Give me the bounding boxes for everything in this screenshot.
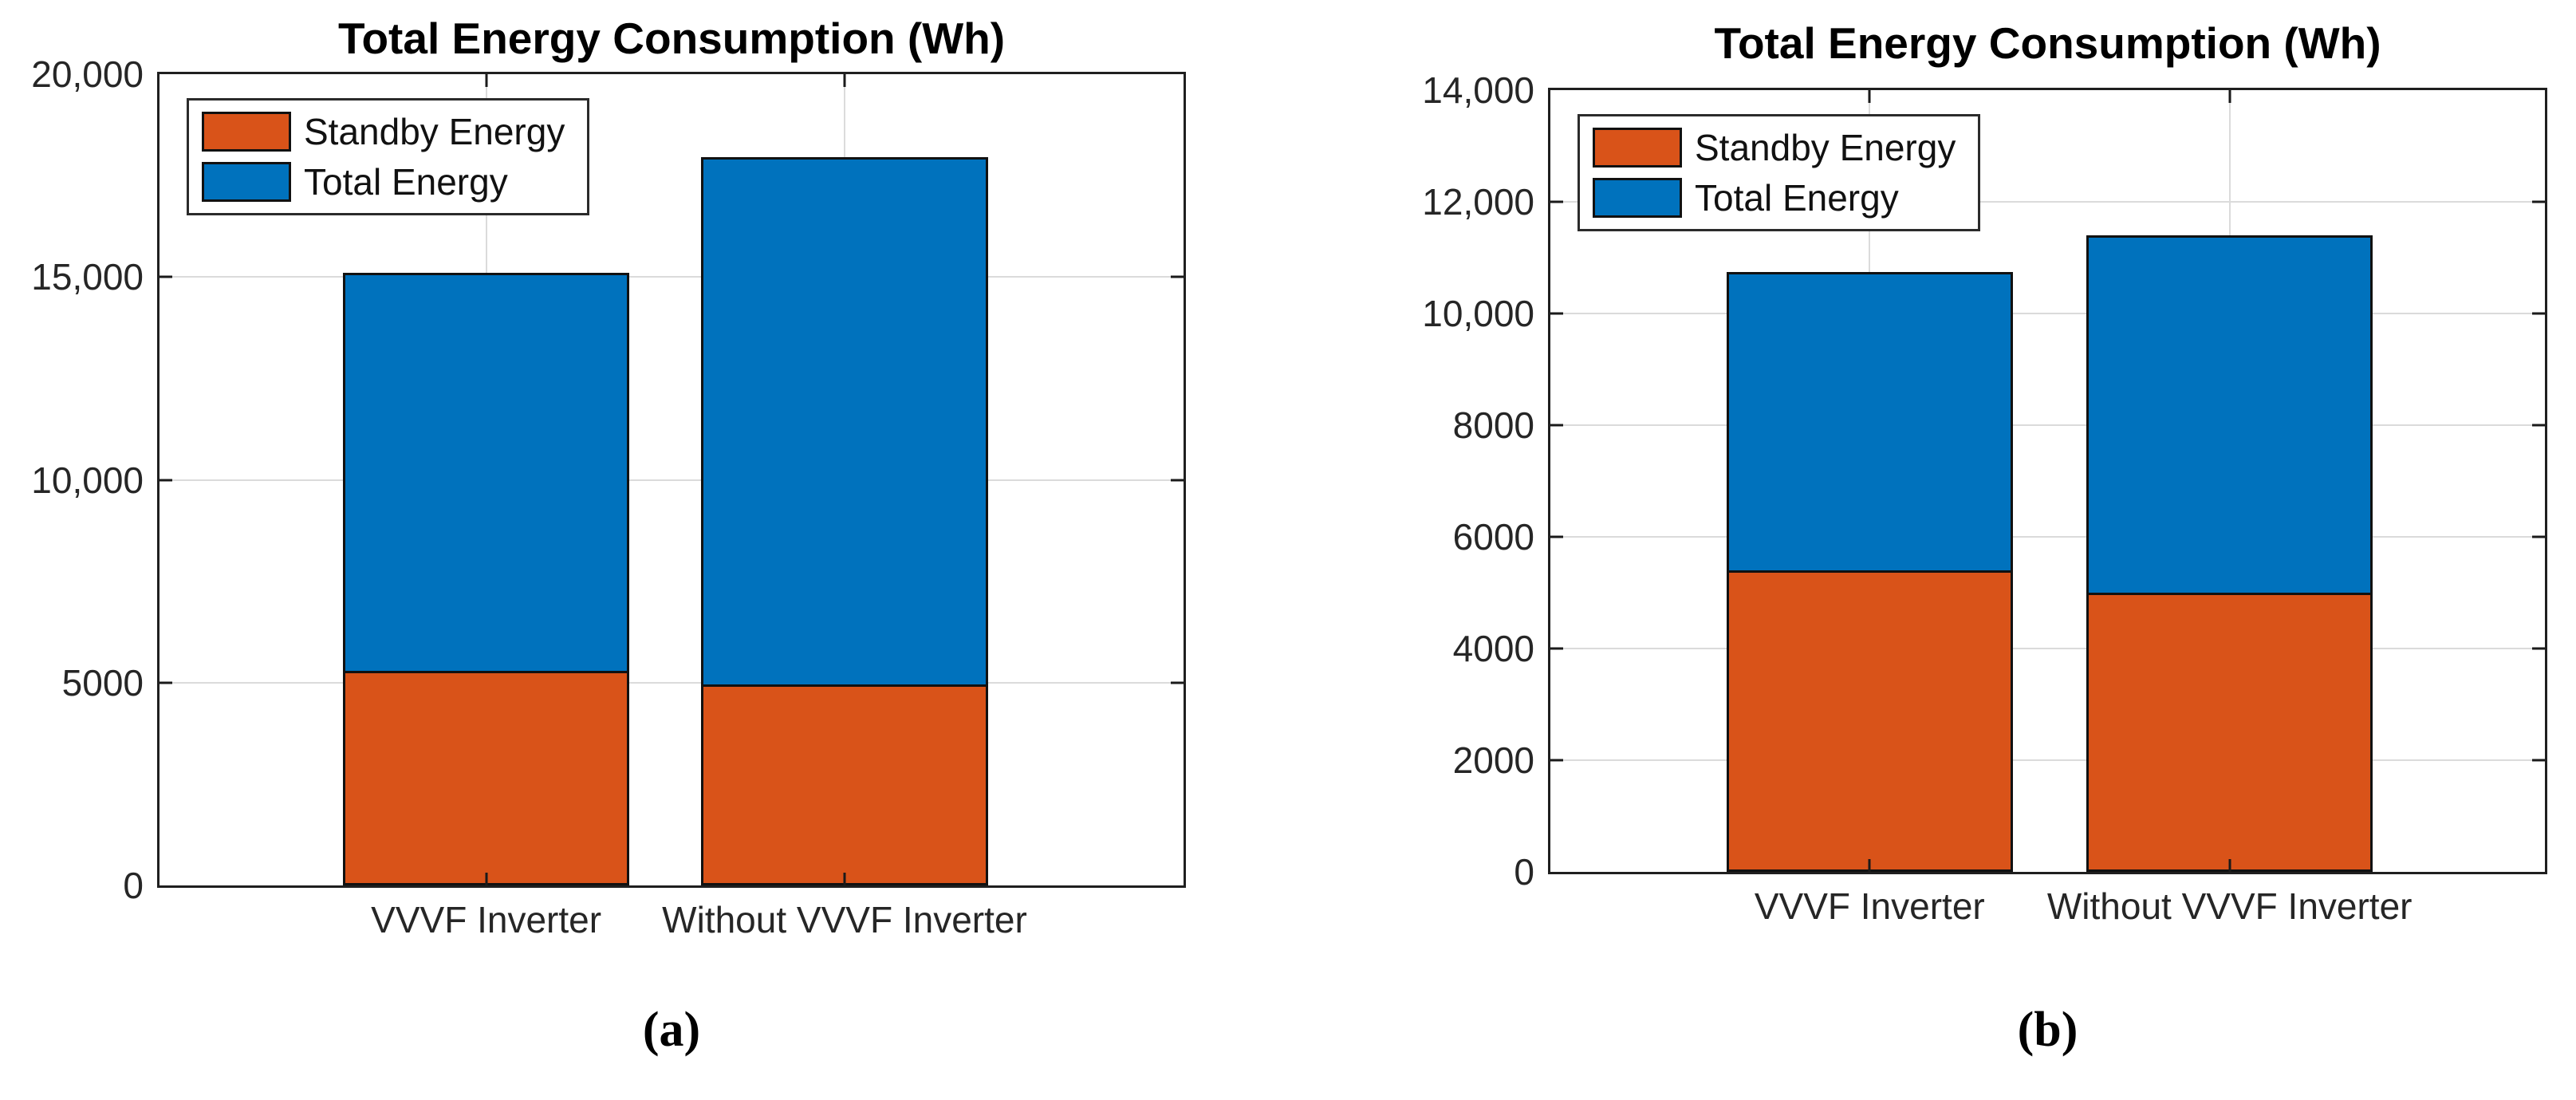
y-axis-tick-mark [1550, 200, 1563, 203]
x-axis-tick-mark [1868, 859, 1871, 872]
y-axis-tick-mark [1550, 535, 1563, 538]
horizontal-gridline [1550, 536, 2545, 538]
y-axis-tick-label: 5000 [61, 661, 144, 704]
x-axis-tick-mark [485, 873, 488, 885]
y-axis-tick-mark [2532, 759, 2545, 762]
y-axis-tick-label: 12,000 [1422, 181, 1534, 223]
y-axis-tick-label: 4000 [1452, 628, 1534, 669]
y-axis-tick-mark [160, 681, 172, 684]
bar-segment-total-energy [701, 157, 988, 685]
legend-color-swatch [1593, 128, 1682, 168]
horizontal-gridline [1550, 759, 2545, 762]
legend-item: Standby Energy [202, 112, 565, 152]
y-axis-tick-mark [1171, 479, 1184, 481]
y-axis-tick-mark [1550, 312, 1563, 315]
y-axis-tick-mark [2532, 535, 2545, 538]
legend-item: Total Energy [202, 160, 565, 203]
x-axis-category-label: VVVF Inverter [1754, 885, 1985, 927]
legend-item-label: Total Energy [1695, 176, 1899, 219]
y-axis-tick-mark [1171, 275, 1184, 278]
chart-b-title: Total Energy Consumption (Wh) [1714, 18, 2381, 68]
y-axis-tick-mark [1550, 759, 1563, 762]
legend: Standby Energy Total Energy [1578, 114, 1981, 232]
y-axis-tick-label: 6000 [1452, 516, 1534, 558]
x-axis-tick-mark [843, 873, 846, 885]
bar-segment-total-energy [1726, 271, 2013, 570]
chart-a-title: Total Energy Consumption (Wh) [337, 14, 1006, 63]
y-axis-tick-label: 10,000 [1422, 293, 1534, 334]
bar-segment-standby-energy [342, 670, 630, 885]
y-axis-tick-mark [1171, 681, 1184, 684]
horizontal-gridline [160, 681, 1184, 684]
legend-item-label: Total Energy [304, 160, 508, 203]
x-axis-tick-mark [2228, 859, 2231, 872]
x-axis-tick-mark [843, 74, 846, 87]
x-axis-tick-mark [1868, 90, 1871, 103]
y-axis-tick-mark [1550, 424, 1563, 427]
legend-item-label: Standby Energy [304, 111, 565, 152]
x-axis-category-label: Without VVVF Inverter [662, 899, 1027, 940]
bar-vvvf-inverter [1726, 271, 2013, 872]
horizontal-gridline [1550, 648, 2545, 650]
y-axis-tick-mark [2532, 647, 2545, 650]
bar-without-vvvf-inverter [701, 157, 988, 885]
horizontal-gridline [160, 276, 1184, 278]
chart-a-caption: (a) [642, 1003, 701, 1057]
horizontal-gridline [1550, 201, 2545, 203]
y-axis-tick-label: 14,000 [1422, 69, 1534, 111]
legend-item: Total Energy [1593, 176, 1956, 219]
bar-segment-total-energy [2086, 235, 2373, 593]
legend-color-swatch [202, 161, 291, 202]
bar-vvvf-inverter [342, 273, 630, 885]
legend-color-swatch [1593, 177, 1682, 218]
x-axis-category-label: VVVF Inverter [371, 899, 602, 940]
chart-b-plot-area: 0 2000 4000 6000 8000 10,000 12,000 14,000 VVVF … [1422, 69, 2547, 927]
x-axis-category-label: Without VVVF Inverter [2046, 885, 2413, 927]
bar-segment-standby-energy [701, 684, 988, 885]
chart-a-plot-area: 0 5000 10,000 15,000 20,000 VVVF Inverter With… [31, 53, 1186, 940]
y-axis-tick-mark [160, 275, 172, 278]
bar-segment-standby-energy [1726, 570, 2013, 872]
bar-segment-standby-energy [2086, 593, 2373, 872]
y-axis-tick-mark [1550, 647, 1563, 650]
legend-item: Standby Energy [1593, 128, 1956, 168]
legend: Standby Energy Total Energy [187, 98, 590, 216]
legend-item-label: Standby Energy [1695, 127, 1956, 168]
y-axis-tick-label: 20,000 [31, 53, 144, 95]
horizontal-gridline [1550, 424, 2545, 427]
horizontal-gridline [160, 479, 1184, 481]
y-axis-tick-label: 0 [1514, 851, 1534, 893]
y-axis-tick-mark [2532, 200, 2545, 203]
y-axis-tick-mark [2532, 424, 2545, 427]
y-axis-tick-label: 0 [123, 865, 144, 906]
x-axis-tick-mark [485, 74, 488, 87]
bar-segment-total-energy [342, 273, 630, 671]
x-axis-tick-mark [2228, 90, 2231, 103]
bar-without-vvvf-inverter [2086, 235, 2373, 872]
horizontal-gridline [1550, 313, 2545, 314]
y-axis-tick-label: 2000 [1452, 739, 1534, 781]
legend-color-swatch [202, 112, 291, 152]
y-axis-tick-mark [2532, 312, 2545, 315]
y-axis-tick-label: 10,000 [31, 459, 144, 501]
y-axis-tick-mark [160, 479, 172, 481]
y-axis-tick-label: 15,000 [31, 256, 144, 298]
chart-b-caption: (b) [2017, 1003, 2078, 1057]
y-axis-tick-label: 8000 [1452, 404, 1534, 446]
